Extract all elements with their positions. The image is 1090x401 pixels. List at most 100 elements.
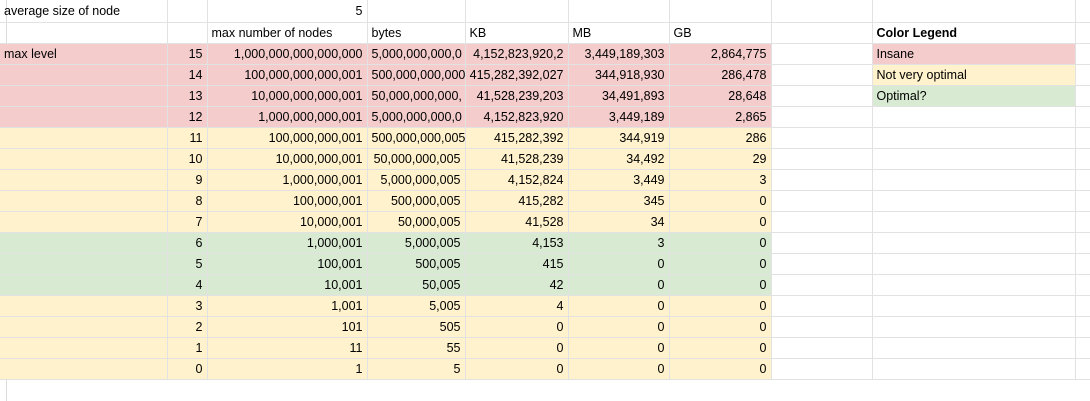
mb-cell[interactable]: 0 xyxy=(568,295,670,317)
kb-cell[interactable]: 41,528 xyxy=(465,211,569,233)
cell[interactable] xyxy=(1075,337,1090,359)
cell[interactable] xyxy=(872,211,1076,233)
cell[interactable] xyxy=(872,316,1076,338)
cell[interactable] xyxy=(167,22,208,44)
mb-cell[interactable]: 34 xyxy=(568,211,670,233)
kb-cell[interactable]: 41,528,239,203 xyxy=(465,85,569,107)
gb-cell[interactable]: 2,865 xyxy=(669,106,772,128)
cell[interactable] xyxy=(0,106,168,128)
cell[interactable] xyxy=(0,148,168,170)
cell[interactable] xyxy=(0,211,168,233)
kb-cell[interactable]: 415,282 xyxy=(465,190,569,212)
cell[interactable] xyxy=(669,0,772,23)
cell[interactable] xyxy=(872,190,1076,212)
mb-cell[interactable]: 3,449,189 xyxy=(568,106,670,128)
mb-cell[interactable]: 0 xyxy=(568,253,670,275)
cell[interactable] xyxy=(771,295,873,317)
level-cell[interactable]: 2 xyxy=(167,316,208,338)
kb-cell[interactable]: 42 xyxy=(465,274,569,296)
cell[interactable] xyxy=(0,85,168,107)
cell[interactable] xyxy=(872,148,1076,170)
kb-cell[interactable]: 4,153 xyxy=(465,232,569,254)
bytes-cell[interactable]: 50,000,000,000, xyxy=(367,85,466,107)
max-nodes-cell[interactable]: 10,000,000,000,001 xyxy=(207,85,368,107)
bytes-cell[interactable]: 500,000,000,005 xyxy=(367,127,466,149)
legend-title[interactable]: Color Legend xyxy=(872,22,1076,44)
cell[interactable] xyxy=(771,337,873,359)
avg-size-label[interactable]: average size of node xyxy=(0,0,168,23)
cell[interactable] xyxy=(1075,64,1090,86)
cell[interactable] xyxy=(1075,274,1090,296)
max-nodes-cell[interactable]: 101 xyxy=(207,316,368,338)
header-mb[interactable]: MB xyxy=(568,22,670,44)
kb-cell[interactable]: 41,528,239 xyxy=(465,148,569,170)
level-cell[interactable]: 13 xyxy=(167,85,208,107)
header-bytes[interactable]: bytes xyxy=(367,22,466,44)
mb-cell[interactable]: 344,918,930 xyxy=(568,64,670,86)
cell[interactable] xyxy=(1075,0,1090,23)
cell[interactable] xyxy=(771,0,873,23)
cell[interactable] xyxy=(771,358,873,380)
level-cell[interactable]: 6 xyxy=(167,232,208,254)
max-nodes-cell[interactable]: 1,000,000,000,000,000 xyxy=(207,43,368,65)
max-nodes-cell[interactable]: 1,000,000,000,001 xyxy=(207,106,368,128)
cell[interactable] xyxy=(167,0,208,23)
gb-cell[interactable]: 0 xyxy=(669,232,772,254)
level-cell[interactable]: 10 xyxy=(167,148,208,170)
level-cell[interactable]: 3 xyxy=(167,295,208,317)
mb-cell[interactable]: 3,449,189,303 xyxy=(568,43,670,65)
bytes-cell[interactable]: 500,000,005 xyxy=(367,190,466,212)
cell[interactable] xyxy=(872,106,1076,128)
bytes-cell[interactable]: 50,000,005 xyxy=(367,211,466,233)
cell[interactable] xyxy=(771,148,873,170)
cell[interactable] xyxy=(1075,106,1090,128)
bytes-cell[interactable]: 5,000,005 xyxy=(367,232,466,254)
cell[interactable] xyxy=(872,127,1076,149)
kb-cell[interactable]: 0 xyxy=(465,316,569,338)
cell[interactable] xyxy=(1075,22,1090,44)
mb-cell[interactable]: 345 xyxy=(568,190,670,212)
mb-cell[interactable]: 3 xyxy=(568,232,670,254)
level-cell[interactable]: 4 xyxy=(167,274,208,296)
cell[interactable] xyxy=(872,295,1076,317)
bytes-cell[interactable]: 500,005 xyxy=(367,253,466,275)
kb-cell[interactable]: 4,152,823,920,2 xyxy=(465,43,569,65)
cell[interactable] xyxy=(568,0,670,23)
cell[interactable] xyxy=(872,253,1076,275)
cell[interactable] xyxy=(1075,85,1090,107)
bytes-cell[interactable]: 500,000,000,000 xyxy=(367,64,466,86)
level-cell[interactable]: 12 xyxy=(167,106,208,128)
cell[interactable] xyxy=(872,358,1076,380)
kb-cell[interactable]: 415 xyxy=(465,253,569,275)
gb-cell[interactable]: 0 xyxy=(669,274,772,296)
mb-cell[interactable]: 0 xyxy=(568,274,670,296)
cell[interactable] xyxy=(1075,169,1090,191)
bytes-cell[interactable]: 5 xyxy=(367,358,466,380)
cell[interactable] xyxy=(0,64,168,86)
cell[interactable] xyxy=(0,232,168,254)
kb-cell[interactable]: 4,152,823,920 xyxy=(465,106,569,128)
gb-cell[interactable]: 286 xyxy=(669,127,772,149)
cell[interactable] xyxy=(872,274,1076,296)
level-cell[interactable]: 1 xyxy=(167,337,208,359)
kb-cell[interactable]: 0 xyxy=(465,337,569,359)
gb-cell[interactable]: 0 xyxy=(669,358,772,380)
gb-cell[interactable]: 3 xyxy=(669,169,772,191)
cell[interactable] xyxy=(771,169,873,191)
header-kb[interactable]: KB xyxy=(465,22,569,44)
cell[interactable] xyxy=(771,85,873,107)
kb-cell[interactable]: 4,152,824 xyxy=(465,169,569,191)
cell[interactable] xyxy=(771,316,873,338)
cell[interactable] xyxy=(872,232,1076,254)
cell[interactable] xyxy=(771,232,873,254)
max-level-label[interactable]: max level xyxy=(0,43,168,65)
gb-cell[interactable]: 0 xyxy=(669,295,772,317)
max-nodes-cell[interactable]: 1,001 xyxy=(207,295,368,317)
cell[interactable] xyxy=(0,253,168,275)
cell[interactable] xyxy=(0,274,168,296)
level-cell[interactable]: 15 xyxy=(167,43,208,65)
max-nodes-cell[interactable]: 10,000,001 xyxy=(207,211,368,233)
max-nodes-cell[interactable]: 1 xyxy=(207,358,368,380)
max-nodes-cell[interactable]: 11 xyxy=(207,337,368,359)
bytes-cell[interactable]: 5,005 xyxy=(367,295,466,317)
